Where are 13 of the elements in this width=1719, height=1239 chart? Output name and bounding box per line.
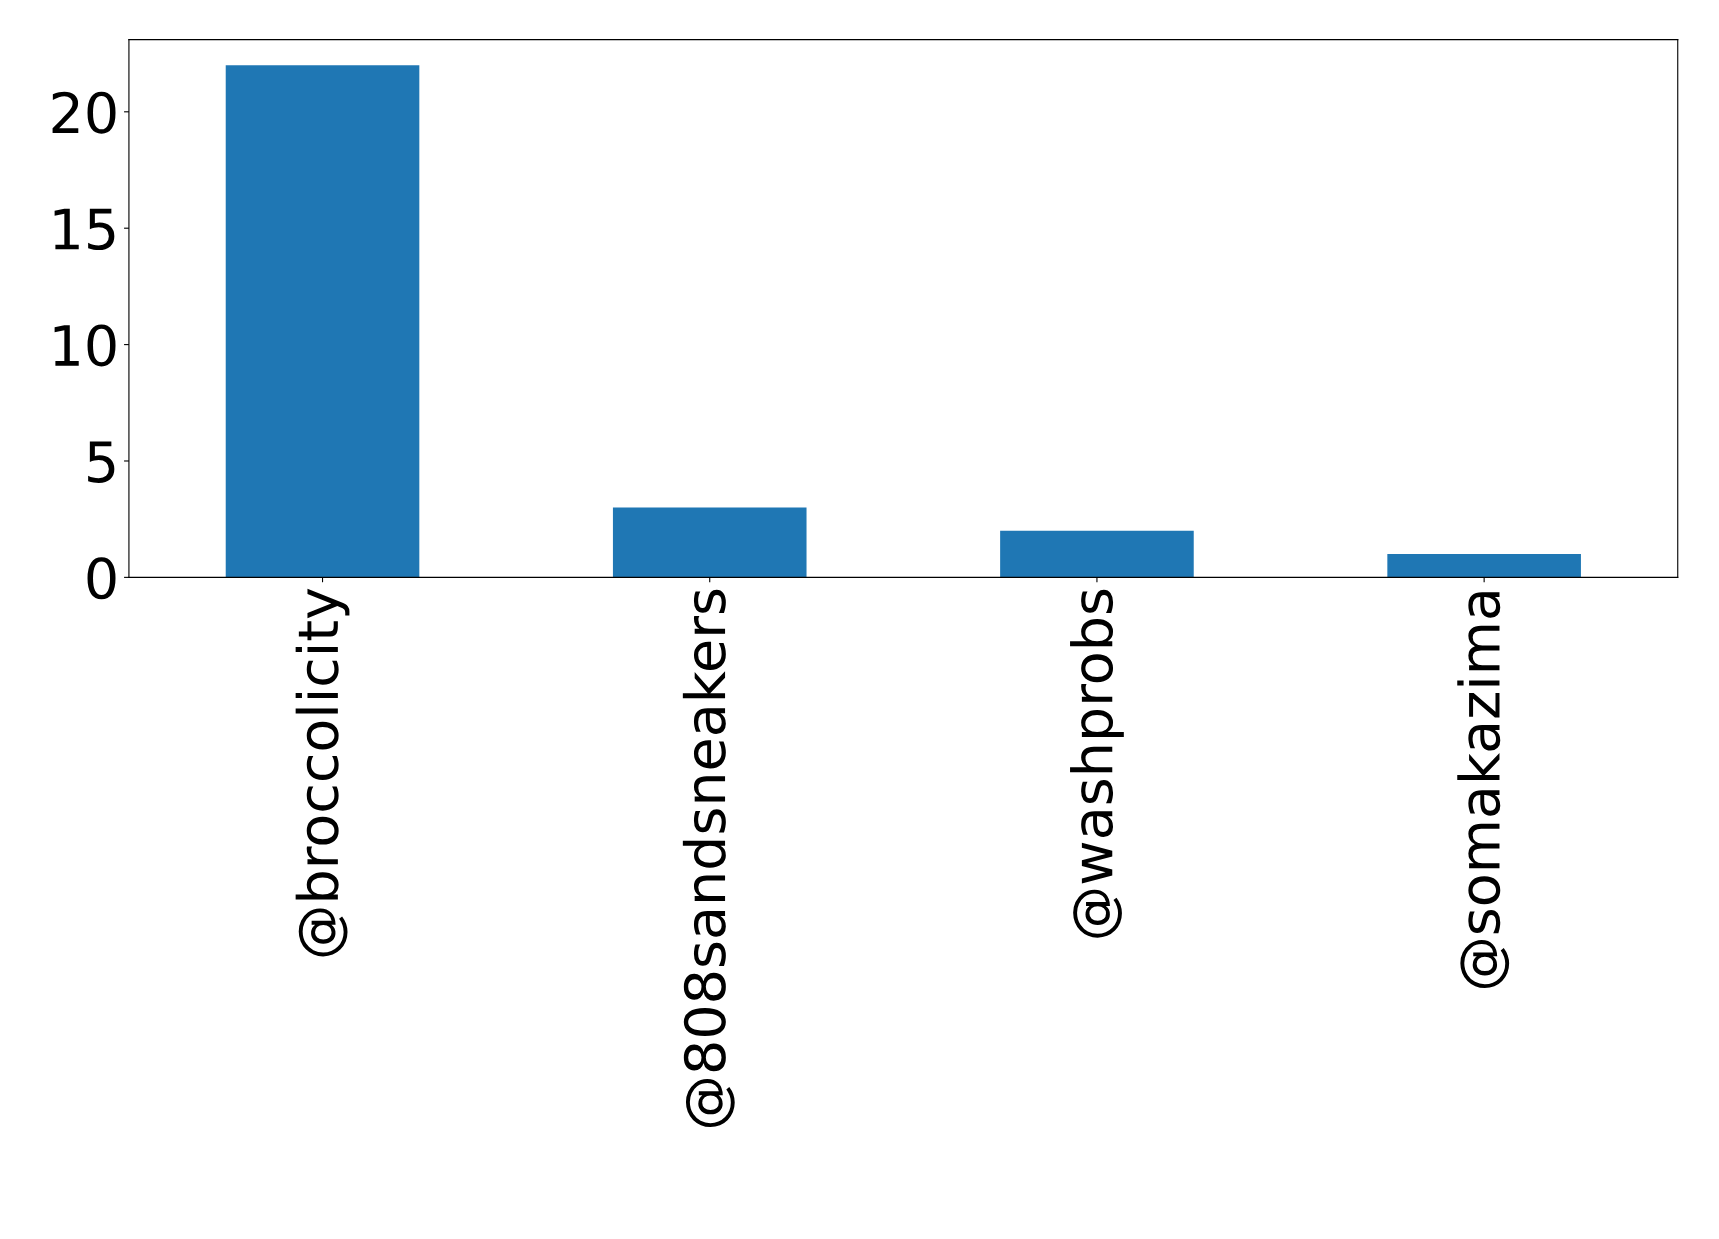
x-tick-label: @somakazima xyxy=(1457,592,1510,989)
y-tick-label: 10 xyxy=(54,324,116,367)
y-tick-label: 0 xyxy=(87,557,116,600)
x-tick-label: @broccolicity xyxy=(295,588,350,957)
y-tick-label: 15 xyxy=(54,208,115,251)
y-tick-label: 20 xyxy=(52,91,116,134)
bar xyxy=(1387,554,1581,578)
x-tick-label: @808sandsneakers xyxy=(682,589,735,1127)
bar xyxy=(612,507,807,578)
bar xyxy=(1000,530,1194,578)
y-tick-label: 5 xyxy=(88,441,115,483)
bar xyxy=(225,65,420,578)
x-tick-label: @washprobs xyxy=(1070,589,1124,938)
